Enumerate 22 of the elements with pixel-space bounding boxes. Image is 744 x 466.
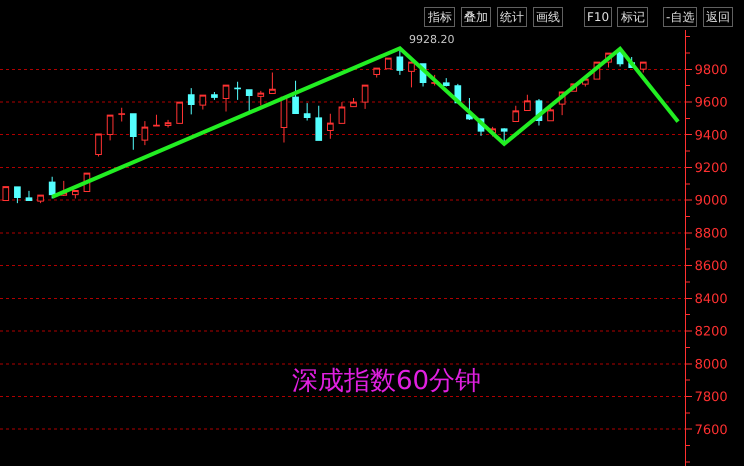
y-tick-label: 9000 xyxy=(694,194,728,209)
text: -自选 xyxy=(666,10,694,24)
text: 统计 xyxy=(500,10,524,24)
text: 返回 xyxy=(706,10,730,24)
text: F10 xyxy=(587,10,610,24)
y-tick-label: 7600 xyxy=(694,422,728,438)
y-tick-label: 8800 xyxy=(694,226,728,242)
text: 标记 xyxy=(620,10,645,24)
y-tick-label: 9800 xyxy=(694,62,728,78)
text: 叠加 xyxy=(464,10,488,24)
text: 指标 xyxy=(427,10,452,24)
annotation: 深成指数60分钟 xyxy=(292,366,482,396)
y-tick-label: 8000 xyxy=(694,357,728,372)
annotation: 9928.20 xyxy=(409,33,454,46)
y-tick-label: 9400 xyxy=(694,128,728,144)
y-tick-label: 8400 xyxy=(694,292,728,307)
text: 画线 xyxy=(536,10,560,24)
y-tick-label: 8200 xyxy=(694,324,728,340)
y-tick-label: 7800 xyxy=(694,390,728,406)
y-tick-label: 9200 xyxy=(694,160,728,176)
y-tick-label: 9600 xyxy=(694,96,728,111)
y-tick-label: 8600 xyxy=(694,259,728,274)
